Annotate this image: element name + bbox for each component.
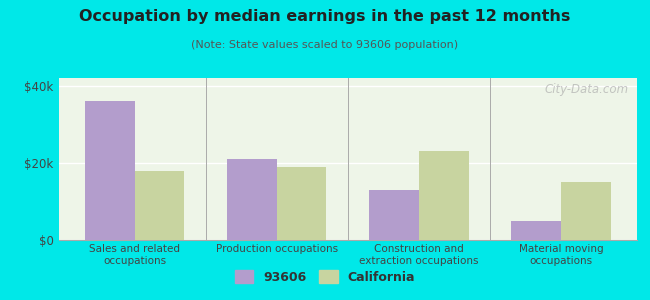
Bar bbox=[419, 151, 469, 240]
Bar bbox=[277, 167, 326, 240]
Bar bbox=[561, 182, 611, 240]
Text: Occupation by median earnings in the past 12 months: Occupation by median earnings in the pas… bbox=[79, 9, 571, 24]
Bar bbox=[369, 190, 419, 240]
Bar bbox=[84, 101, 135, 240]
Bar bbox=[511, 221, 561, 240]
Text: (Note: State values scaled to 93606 population): (Note: State values scaled to 93606 popu… bbox=[192, 40, 458, 50]
Text: City-Data.com: City-Data.com bbox=[544, 83, 629, 96]
Legend: 93606, California: 93606, California bbox=[231, 267, 419, 288]
Bar bbox=[227, 159, 277, 240]
Bar bbox=[135, 171, 185, 240]
